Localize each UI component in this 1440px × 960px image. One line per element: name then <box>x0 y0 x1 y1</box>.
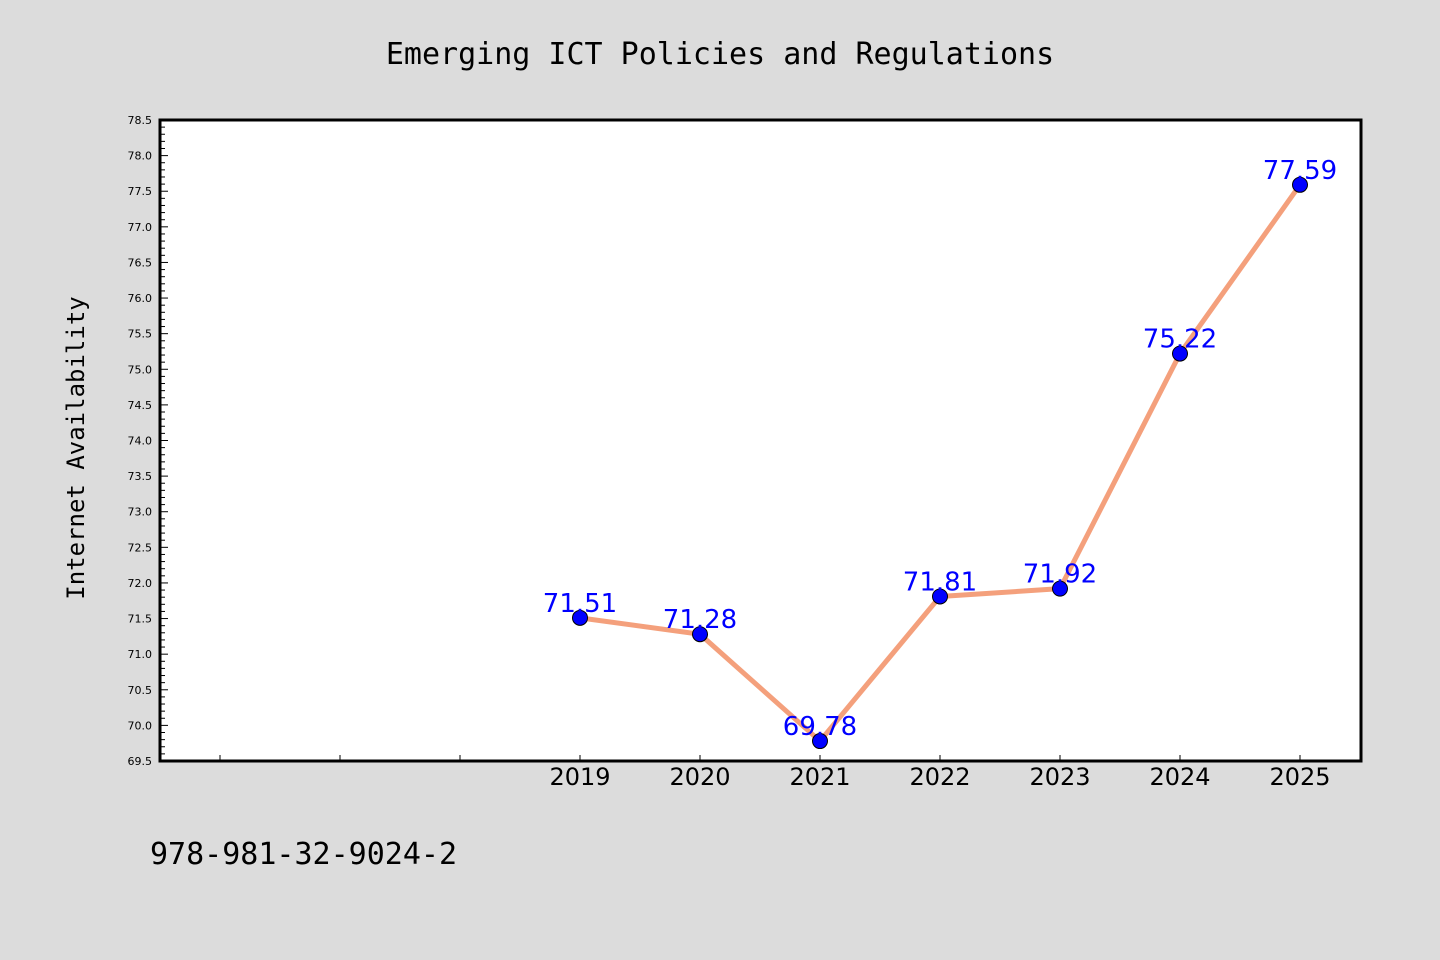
data-label: 69.78 <box>783 712 857 742</box>
y-tick-label: 71.5 <box>128 613 153 626</box>
y-tick-label: 70.5 <box>128 684 153 697</box>
y-tick-label: 74.0 <box>128 435 153 448</box>
footer-isbn: 978-981-32-9024-2 <box>150 837 457 872</box>
y-tick-label: 73.5 <box>128 470 153 483</box>
y-tick-label: 71.0 <box>128 648 153 661</box>
data-point <box>1172 345 1188 362</box>
data-label: 71.28 <box>663 605 737 635</box>
data-label: 71.92 <box>1023 560 1097 590</box>
y-tick-label: 69.5 <box>128 755 153 768</box>
y-tick-label: 76.5 <box>128 256 153 269</box>
y-tick-label: 78.0 <box>128 150 153 163</box>
x-tick-label: 2024 <box>1149 763 1210 791</box>
data-label: 71.51 <box>543 589 617 619</box>
y-axis-label: Internet Availability <box>62 296 90 599</box>
data-label: 77.59 <box>1263 156 1337 186</box>
data-point <box>692 626 708 643</box>
y-tick-label: 72.0 <box>128 577 153 590</box>
data-point <box>812 733 828 750</box>
x-tick-label: 2020 <box>669 763 730 791</box>
y-tick-label: 75.5 <box>128 328 153 341</box>
x-tick-label: 2023 <box>1029 763 1090 791</box>
y-tick-label: 75.0 <box>128 363 153 376</box>
data-point <box>1292 176 1308 193</box>
y-tick-label: 77.0 <box>128 221 153 234</box>
data-point <box>932 588 948 605</box>
plot-area <box>160 120 1361 761</box>
x-tick-label: 2022 <box>909 763 970 791</box>
chart-title: Emerging ICT Policies and Regulations <box>386 37 1054 72</box>
data-point <box>1052 580 1068 597</box>
tick-layer: 69.5 70.0 70.5 71.0 71.5 72.0 72.5 73.0 73.5 74.0… <box>128 114 1331 791</box>
data-point <box>572 609 588 626</box>
data-label: 75.22 <box>1143 325 1217 355</box>
x-tick-label: 2025 <box>1269 763 1330 791</box>
series-layer: 71.51 71.28 69.78 71.81 71.92 75.22 77.59 <box>543 156 1337 750</box>
y-tick-label: 78.5 <box>128 114 153 127</box>
plot-frame <box>158 118 1363 763</box>
y-tick-label: 76.0 <box>128 292 153 305</box>
y-tick-label: 70.0 <box>128 719 153 732</box>
y-tick-label: 73.0 <box>128 506 153 519</box>
x-tick-label: 2021 <box>789 763 850 791</box>
x-tick-label: 2019 <box>549 763 610 791</box>
data-label: 71.81 <box>903 567 977 597</box>
y-tick-label: 74.5 <box>128 399 153 412</box>
y-tick-label: 72.5 <box>128 541 153 554</box>
y-tick-label: 77.5 <box>128 185 153 198</box>
